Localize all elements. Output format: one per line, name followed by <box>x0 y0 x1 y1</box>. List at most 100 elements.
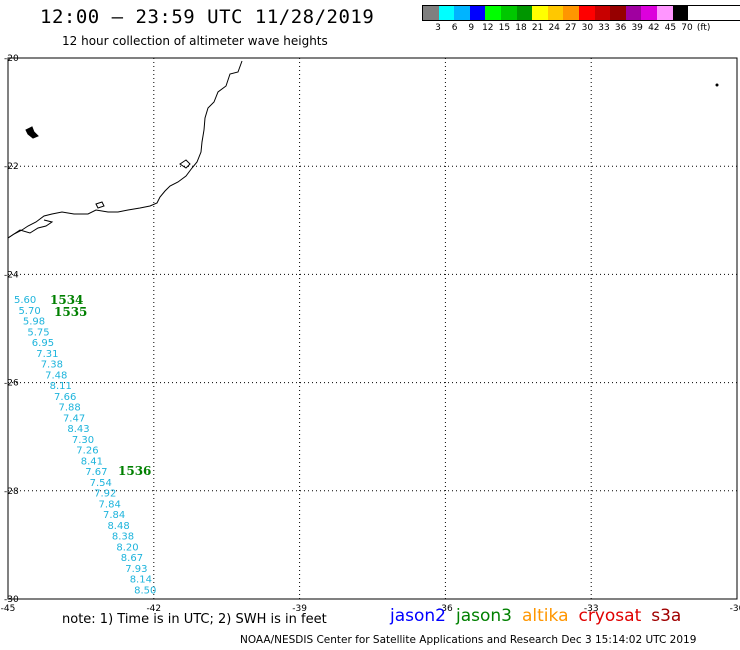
color-scale-label: 3 <box>435 23 441 33</box>
map-frame <box>7 57 738 600</box>
wave-height-label: 8.11 <box>50 381 72 392</box>
x-tick-label: -33 <box>584 604 599 614</box>
island <box>25 126 39 139</box>
color-scale-label: 12 <box>482 23 494 33</box>
color-swatch <box>594 6 611 20</box>
track-label: 1534 <box>50 293 83 307</box>
color-scale-label: 39 <box>631 23 643 33</box>
wave-height-label: 8.48 <box>107 521 129 532</box>
wave-height-label: 7.66 <box>54 392 76 403</box>
footer-credit: NOAA/NESDIS Center for Satellite Applica… <box>240 634 697 646</box>
island <box>95 201 105 209</box>
island <box>179 159 191 169</box>
color-swatch <box>547 6 564 20</box>
color-scale-label: 42 <box>648 23 660 33</box>
color-swatch <box>454 6 470 20</box>
grid-lines <box>8 58 737 599</box>
color-scale-label: 45 <box>664 23 677 33</box>
x-tick-label: -45 <box>1 604 16 614</box>
wave-height-label: 7.93 <box>125 564 147 575</box>
satellite-cryosat: cryosat <box>578 606 642 626</box>
wave-height-label: 7.38 <box>41 360 63 371</box>
color-scale-label: 36 <box>614 23 627 33</box>
color-scale-labels: 3 6 9 12 15 18 21 24 27 30 33 36 39 42 45 70 (ft) <box>422 23 740 37</box>
wave-height-label: 6.95 <box>32 338 54 349</box>
color-swatch <box>625 6 642 20</box>
wave-height-label: 7.30 <box>72 435 94 446</box>
wave-height-labels: 5.605.705.985.756.957.317.387.488.117.66… <box>14 295 156 596</box>
color-swatch <box>563 6 579 20</box>
island <box>715 83 719 87</box>
wave-height-label: 8.67 <box>121 553 143 564</box>
y-tick-label: -24 <box>4 270 19 280</box>
wave-height-label: 7.54 <box>90 478 112 489</box>
coastline <box>7 60 243 239</box>
color-scale-label: 30 <box>581 23 594 33</box>
color-scale-label: 21 <box>531 23 544 33</box>
color-scale-label: 6 <box>451 23 458 33</box>
color-swatch <box>656 6 673 20</box>
color-scale-label: 27 <box>565 23 577 33</box>
y-tick-label: -30 <box>4 595 19 605</box>
color-scale-label: (ft) <box>696 23 711 33</box>
wave-height-label: 8.14 <box>130 575 152 586</box>
satellite-s3a: s3a <box>651 606 682 626</box>
color-swatch <box>672 6 689 20</box>
track-label: 1535 <box>54 305 87 319</box>
satellite-legend: jason2 jason3 altika cryosat s3a <box>390 606 691 626</box>
satellite-altika: altika <box>522 606 569 626</box>
x-tick-label: -36 <box>438 604 453 614</box>
footer-note: note: 1) Time is in UTC; 2) SWH is in fe… <box>62 612 327 627</box>
wave-height-label: 8.41 <box>81 456 103 467</box>
color-scale-label: 70 <box>681 23 693 33</box>
color-scale-legend: 3 6 9 12 15 18 21 24 27 30 33 36 39 42 45 70 (ft) <box>422 5 740 37</box>
color-swatch <box>423 6 439 20</box>
y-tick-label: -26 <box>4 379 19 389</box>
color-swatch <box>516 6 533 20</box>
color-swatch <box>641 6 657 20</box>
color-swatch <box>532 6 548 20</box>
wave-height-label: 8.50 <box>134 585 156 596</box>
y-tick-label: -20 <box>4 54 19 64</box>
color-scale-label: 15 <box>498 23 511 33</box>
wave-height-label: 7.47 <box>63 413 85 424</box>
wave-height-label: 8.43 <box>67 424 89 435</box>
wave-height-label: 7.88 <box>59 403 81 414</box>
satellite-jason2: jason2 <box>390 606 446 626</box>
axis-labels: -45 -42 -39 -36 -33 -30 -20 -22 -24 -26 -28 -30 <box>1 54 740 614</box>
wave-height-label: 7.92 <box>94 489 116 500</box>
wave-height-label: 7.48 <box>45 370 67 381</box>
color-swatches <box>422 5 740 21</box>
color-scale-label: 18 <box>515 23 527 33</box>
color-scale-label: 33 <box>598 23 610 33</box>
x-tick-label: -30 <box>730 604 740 614</box>
track-label: 1536 <box>118 464 151 478</box>
wave-height-label: 5.98 <box>23 317 45 328</box>
satellite-jason3: jason3 <box>456 606 512 626</box>
color-scale-label: 9 <box>468 23 475 33</box>
map-subtitle: 12 hour collection of altimeter wave hei… <box>62 34 328 48</box>
wave-height-label: 5.75 <box>27 327 49 338</box>
color-swatch <box>438 6 455 20</box>
wave-height-label: 7.84 <box>99 499 121 510</box>
x-tick-label: -39 <box>292 604 307 614</box>
color-swatch <box>469 6 486 20</box>
color-swatch <box>610 6 626 20</box>
wave-height-label: 7.26 <box>76 446 98 457</box>
wave-height-label: 7.84 <box>103 510 125 521</box>
wave-height-label: 5.60 <box>14 295 36 306</box>
x-tick-label: -42 <box>146 604 161 614</box>
wave-height-label: 8.20 <box>116 542 138 553</box>
color-swatch <box>578 6 595 20</box>
wave-height-label: 8.38 <box>112 532 134 543</box>
y-tick-label: -22 <box>4 162 19 172</box>
wave-height-label: 7.31 <box>36 349 58 360</box>
y-tick-label: -28 <box>4 487 19 497</box>
coastline-inlet <box>7 219 54 239</box>
wave-height-label: 7.67 <box>85 467 107 478</box>
color-swatch <box>500 6 517 20</box>
map-title: 12:00 – 23:59 UTC 11/28/2019 <box>40 6 375 28</box>
color-scale-label: 24 <box>548 23 560 33</box>
